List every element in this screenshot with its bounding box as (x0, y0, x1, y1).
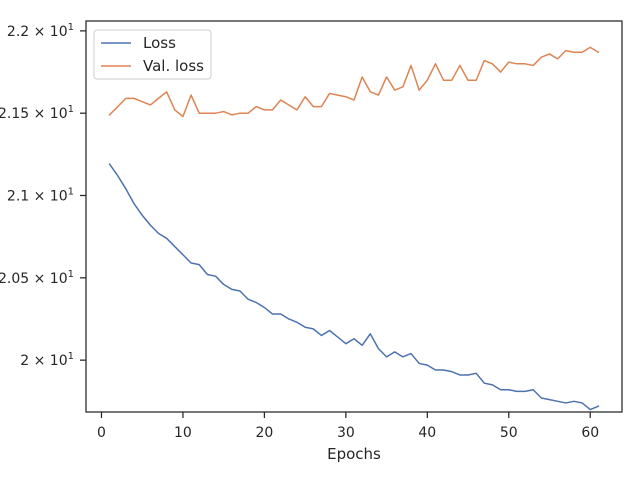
x-tick-label: 0 (97, 425, 106, 441)
axes-frame (85, 20, 623, 413)
legend-label-val-loss: Val. loss (143, 57, 204, 75)
series-line-loss (108, 163, 600, 411)
legend: Loss Val. loss (93, 29, 212, 80)
x-tick-label: 10 (174, 425, 192, 441)
x-tick-label: 40 (418, 425, 436, 441)
x-tick-label: 30 (337, 425, 355, 441)
y-tick-label: 2 × 101 (20, 351, 74, 369)
x-axis-title: Epochs (327, 445, 381, 463)
x-tick-label: 50 (500, 425, 518, 441)
axes: 0 10 20 30 40 50 60 2 × 101 2.05 × 101 2.1 × 101 2… (0, 20, 623, 441)
plot-area (108, 46, 600, 411)
y-tick-label: 2.2 × 101 (7, 22, 74, 40)
legend-label-loss: Loss (143, 34, 176, 52)
y-tick-label: 2.1 × 101 (7, 187, 74, 205)
y-tick-label: 2.15 × 101 (0, 104, 74, 122)
y-tick-label: 2.05 × 101 (0, 269, 74, 287)
x-tick-label: 60 (581, 425, 599, 441)
series-line-val-loss (108, 46, 600, 118)
x-tick-label: 20 (255, 425, 273, 441)
